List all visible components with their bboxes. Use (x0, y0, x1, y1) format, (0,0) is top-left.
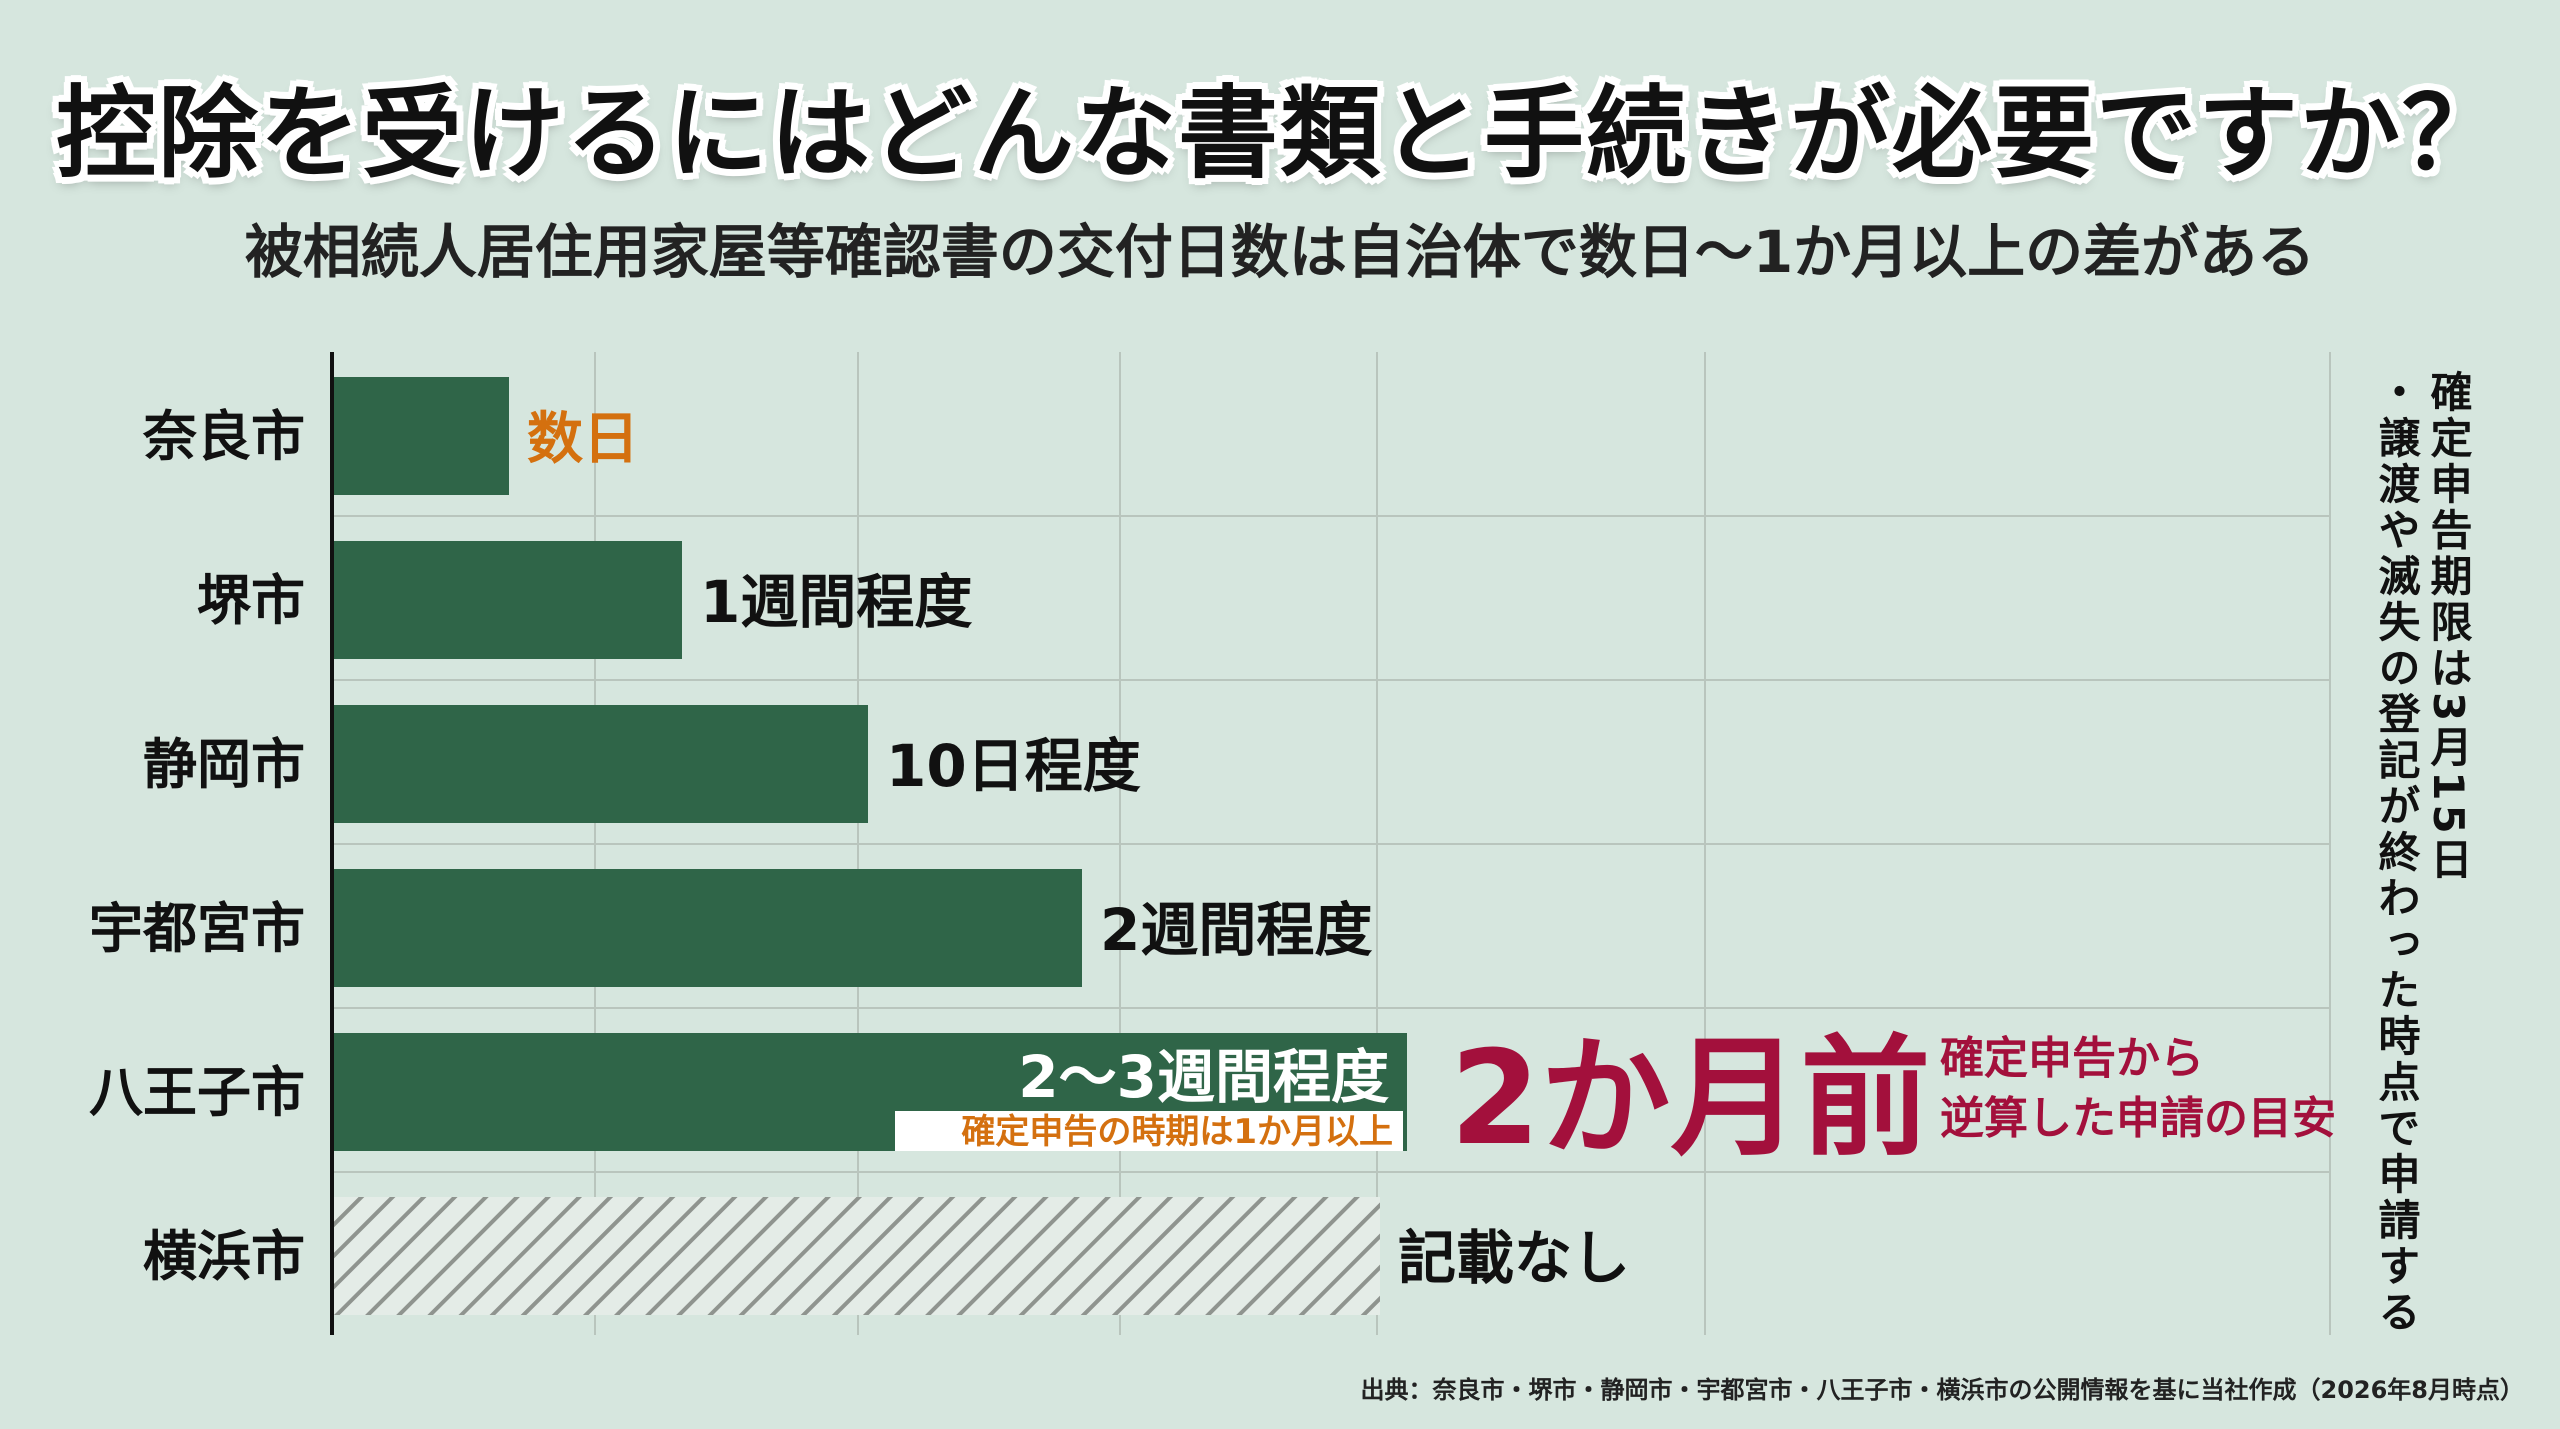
data-label: 10日程度 (886, 732, 1141, 800)
side-note-deadline: 確定申告期限は3月15日 (2424, 370, 2473, 884)
bar (332, 869, 1082, 987)
highlight-side-text: 確定申告から (1940, 1033, 2204, 1084)
data-label: 2週間程度 (1100, 896, 1372, 964)
category-label: 奈良市 (142, 405, 305, 468)
bar (332, 377, 509, 495)
category-label: 静岡市 (143, 733, 305, 796)
data-label: 記載なし (1398, 1224, 1630, 1292)
chart-subtitle: 被相続人居住用家屋等確認書の交付日数は自治体で数日〜1か月以上の差がある (244, 218, 2316, 286)
category-label: 宇都宮市 (89, 897, 305, 960)
bar-note: 確定申告の時期は1か月以上 (961, 1112, 1393, 1152)
chart-title: 控除を受けるにはどんな書類と手続きが必要ですか？ (56, 75, 2504, 192)
data-label: 数日 (527, 407, 639, 472)
bar (332, 705, 868, 823)
source-note: 出典：奈良市・堺市・静岡市・宇都宮市・八王子市・横浜市の公開情報を基に当社作成（… (1360, 1376, 2525, 1404)
bars (332, 377, 1407, 1315)
grid (332, 352, 2331, 1335)
category-label: 横浜市 (143, 1225, 305, 1288)
category-label: 八王子市 (89, 1061, 305, 1124)
bar-no-data (332, 1197, 1380, 1315)
highlight-side-text: 逆算した申請の目安 (1940, 1093, 2336, 1144)
category-label: 堺市 (197, 569, 305, 632)
bar (332, 541, 682, 659)
side-note-apply-timing: ・譲渡や滅失の登記が終わった時点で申請する (2372, 370, 2421, 1336)
highlight-big-text: 2か月前 (1450, 1022, 1930, 1174)
data-label: 1週間程度 (700, 568, 972, 636)
bar-note-bg (895, 1111, 1403, 1151)
data-label: 2〜3週間程度 (1018, 1043, 1389, 1111)
